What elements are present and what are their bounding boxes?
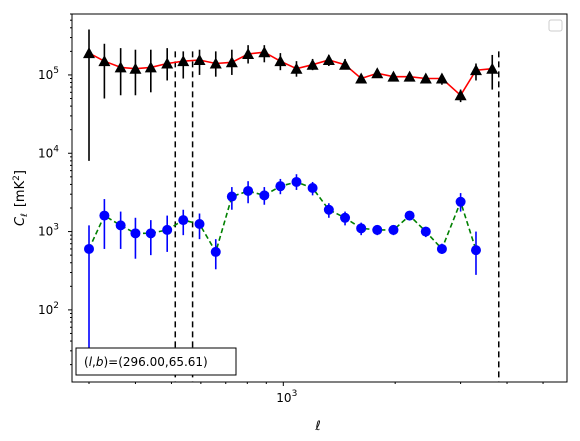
triangle-marker xyxy=(419,72,432,84)
triangle-marker xyxy=(274,55,287,67)
circle-marker xyxy=(307,183,318,194)
circle-marker xyxy=(404,210,415,221)
y-tick-label: 102 xyxy=(38,301,59,317)
triangle-marker xyxy=(114,61,127,73)
x-tick-label: 103 xyxy=(276,389,297,405)
y-tick-label: 104 xyxy=(38,144,59,160)
triangle-marker xyxy=(290,62,303,74)
triangle-marker xyxy=(144,61,157,73)
axes-frame xyxy=(71,13,568,383)
triangle-marker xyxy=(387,70,400,82)
circle-marker xyxy=(356,223,367,234)
triangle-marker xyxy=(83,47,96,59)
circle-marker xyxy=(194,218,205,229)
circle-marker xyxy=(455,196,466,207)
triangle-marker xyxy=(306,58,319,70)
triangle-marker xyxy=(322,54,335,66)
circle-marker xyxy=(436,243,447,254)
annotation-box xyxy=(75,347,237,376)
x-axis-label: ℓ xyxy=(314,419,320,434)
circle-marker xyxy=(84,243,95,254)
circle-marker xyxy=(210,246,221,257)
legend-box xyxy=(548,19,563,32)
circle-marker xyxy=(291,176,302,187)
triangle-marker xyxy=(403,70,416,82)
circle-marker xyxy=(388,224,399,235)
triangle-marker xyxy=(454,89,467,101)
circle-marker xyxy=(115,220,126,231)
coordinate-annotation: (l,b)=(296.00,65.61) xyxy=(75,347,237,376)
circle-marker xyxy=(178,215,189,226)
triangle-marker xyxy=(177,55,190,67)
circle-marker xyxy=(162,224,173,235)
triangle-marker xyxy=(161,57,174,69)
circle-marker xyxy=(145,228,156,239)
y-tick-label: 103 xyxy=(38,223,59,239)
circle-marker xyxy=(323,204,334,215)
y-axis-label: Cℓ[mK2] xyxy=(12,170,30,226)
circle-marker xyxy=(372,224,383,235)
triangle-marker xyxy=(469,64,482,76)
plot-area xyxy=(83,29,500,382)
circle-marker xyxy=(470,245,481,256)
triangle-marker xyxy=(258,46,271,58)
circle-marker xyxy=(275,181,286,192)
triangle-marker xyxy=(209,57,222,69)
annotation-text: (l,b)=(296.00,65.61) xyxy=(84,355,208,369)
triangle-marker xyxy=(225,56,238,68)
triangle-marker xyxy=(355,72,368,84)
circle-marker xyxy=(243,185,254,196)
circle-marker xyxy=(420,226,431,237)
triangle-marker xyxy=(193,54,206,66)
circle-marker xyxy=(130,228,141,239)
triangle-marker xyxy=(435,72,448,84)
circle-marker xyxy=(99,210,110,221)
triangle-marker xyxy=(129,62,142,74)
triangle-marker xyxy=(486,62,499,74)
y-tick-label: 105 xyxy=(38,66,59,82)
triangle-marker xyxy=(98,55,111,67)
circle-marker xyxy=(340,212,351,223)
triangle-marker xyxy=(371,67,384,79)
circle-marker xyxy=(226,191,237,202)
triangle-marker xyxy=(339,58,352,70)
triangle-marker xyxy=(242,48,255,60)
circle-marker xyxy=(259,190,270,201)
